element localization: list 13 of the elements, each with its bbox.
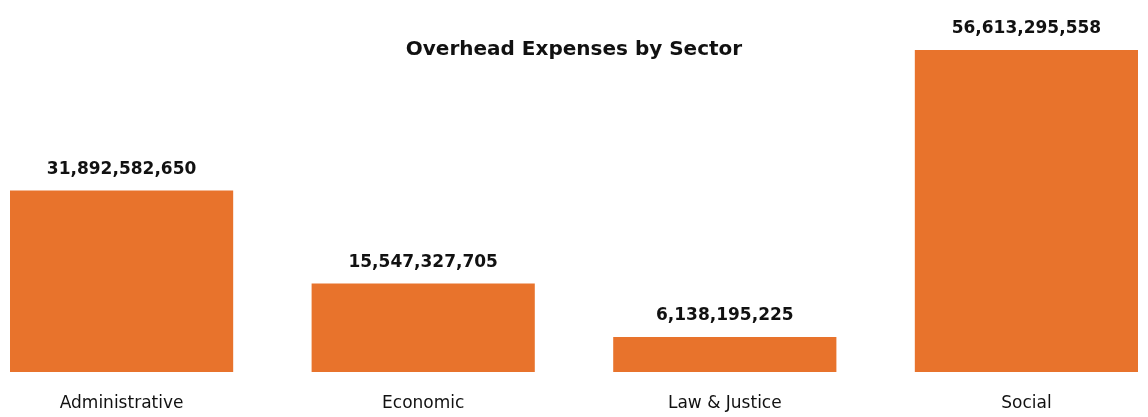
x-tick-label: Administrative	[59, 391, 184, 412]
chart-title: Overhead Expenses by Sector	[405, 36, 743, 60]
x-tick-label: Social	[1001, 391, 1052, 412]
data-label: 56,613,295,558	[951, 17, 1102, 37]
data-label: 31,892,582,650	[46, 157, 197, 178]
x-tick-label: Economic	[382, 391, 465, 412]
data-label: 15,547,327,705	[348, 250, 498, 271]
data-label: 6,138,195,225	[655, 304, 794, 325]
bar	[914, 50, 1138, 372]
x-tick-label: Law & Justice	[667, 391, 782, 412]
bar	[311, 283, 535, 372]
bar	[613, 337, 837, 372]
bar	[10, 190, 234, 372]
